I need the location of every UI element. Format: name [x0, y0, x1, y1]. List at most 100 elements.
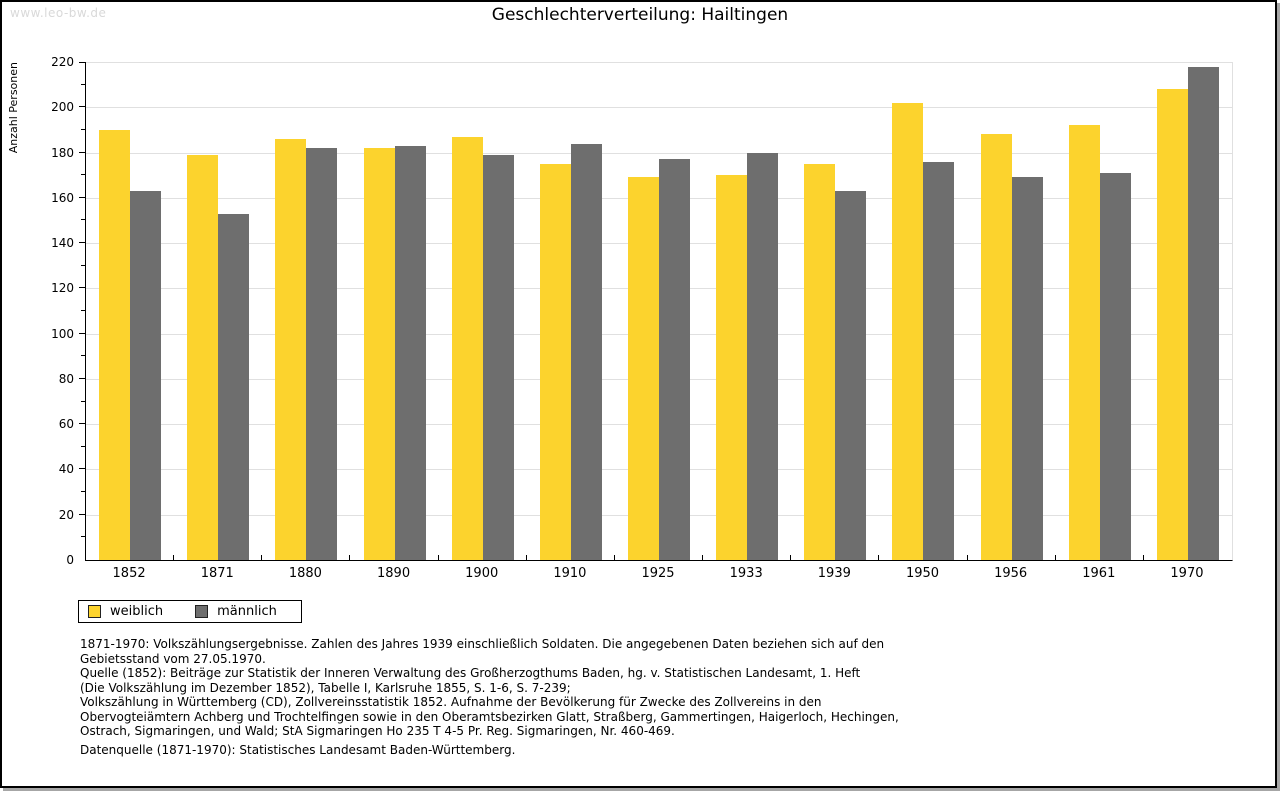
y-tick-label-20: 20 [58, 507, 74, 522]
y-minor-tick-130 [81, 264, 85, 266]
x-tick-label-1871: 1871 [200, 566, 234, 581]
bar-group-1950 [879, 62, 968, 560]
bar-maennlich-1970 [1187, 66, 1219, 560]
y-major-tick-80 [79, 377, 85, 379]
y-major-tick-160 [79, 196, 85, 198]
x-tick-1890 [437, 555, 439, 560]
y-major-tick-220 [79, 62, 85, 63]
x-tick-1880 [349, 555, 351, 560]
y-tick-label-140: 140 [51, 236, 74, 251]
y-major-tick-20 [79, 513, 85, 515]
x-tick-1939 [878, 555, 880, 560]
y-tick-label-80: 80 [58, 371, 74, 386]
x-tick-label-1925: 1925 [641, 566, 675, 581]
y-major-tick-200 [79, 106, 85, 108]
bar-group-1871 [174, 62, 263, 560]
bar-weiblich-1939 [804, 163, 836, 560]
x-tick-label-1933: 1933 [729, 566, 763, 581]
bar-weiblich-1925 [628, 177, 660, 560]
y-major-tick-100 [79, 332, 85, 334]
y-tick-label-0: 0 [66, 553, 74, 567]
legend-swatch-maennlich [195, 605, 209, 618]
bar-maennlich-1939 [835, 191, 867, 560]
x-tick-1956 [1054, 555, 1056, 560]
y-axis-title: Anzahl Personen [7, 62, 20, 154]
bar-maennlich-1900 [482, 154, 514, 560]
footnotes: 1871-1970: Volkszählungsergebnisse. Zahl… [80, 637, 899, 757]
bar-group-1890 [350, 62, 439, 560]
x-tick-1933 [790, 555, 792, 560]
bar-group-1939 [791, 62, 880, 560]
y-tick-label-120: 120 [51, 281, 74, 296]
y-tick-label-60: 60 [58, 417, 74, 432]
bar-maennlich-1880 [306, 148, 338, 560]
x-tick-1852 [173, 555, 175, 560]
x-tick-label-1939: 1939 [817, 566, 851, 581]
bar-group-1852 [86, 62, 175, 560]
source-line: Datenquelle (1871-1970): Statistisches L… [80, 742, 516, 757]
x-tick-1900 [525, 555, 527, 560]
legend: weiblich männlich [78, 600, 302, 623]
bar-weiblich-1950 [892, 102, 924, 560]
y-minor-tick-10 [81, 536, 85, 538]
y-tick-label-220: 220 [51, 55, 74, 69]
bar-group-1880 [262, 62, 351, 560]
footnote-line-2: Gebietsstand vom 27.05.1970. [80, 651, 266, 666]
y-major-tick-60 [79, 423, 85, 425]
bar-weiblich-1933 [716, 175, 748, 560]
bar-weiblich-1871 [187, 154, 219, 560]
x-tick-1871 [261, 555, 263, 560]
legend-item-maennlich: männlich [195, 604, 277, 619]
bar-weiblich-1956 [980, 134, 1012, 560]
x-tick-1961 [1142, 555, 1144, 560]
footnote-lines: 1871-1970: Volkszählungsergebnisse. Zahl… [80, 637, 899, 739]
footnote-line-1: 1871-1970: Volkszählungsergebnisse. Zahl… [80, 637, 885, 651]
x-tick-label-1900: 1900 [465, 566, 499, 581]
bar-maennlich-1925 [659, 159, 691, 560]
bar-maennlich-1956 [1011, 177, 1043, 560]
y-major-tick-40 [79, 468, 85, 470]
gridline-180 [86, 152, 1232, 154]
bar-maennlich-1961 [1099, 172, 1131, 560]
y-minor-tick-210 [81, 83, 85, 85]
bar-weiblich-1900 [451, 136, 483, 560]
y-minor-tick-150 [81, 219, 85, 221]
bar-maennlich-1950 [923, 161, 955, 560]
bar-weiblich-1910 [539, 163, 571, 560]
gridline-220 [86, 62, 1232, 63]
bar-maennlich-1910 [570, 143, 602, 560]
legend-swatch-weiblich [88, 605, 101, 618]
bar-weiblich-1880 [275, 138, 307, 560]
bar-maennlich-1890 [394, 145, 426, 560]
y-tick-label-200: 200 [51, 100, 74, 115]
bar-maennlich-1933 [747, 152, 779, 560]
footnote-line-6: Obervogteiämtern Achberg und Trochtelfin… [80, 709, 899, 724]
legend-label-weiblich: weiblich [110, 604, 164, 619]
x-tick-1925 [702, 555, 704, 560]
footnote-line-5: Volkszählung in Württemberg (CD), Zollve… [80, 695, 822, 709]
x-tick-label-1890: 1890 [377, 566, 411, 581]
x-tick-label-1852: 1852 [112, 566, 146, 581]
x-axis-tick-labels: 1852 1871 1880 1890 1900 1910 1925 1933 1939 1950… [85, 566, 1231, 581]
plot-area [85, 62, 1233, 561]
bar-weiblich-1961 [1068, 125, 1100, 560]
y-major-tick-180 [79, 151, 85, 153]
legend-item-weiblich: weiblich [88, 604, 163, 619]
footnote-line-3: Quelle (1852): Beiträge zur Statistik de… [80, 666, 861, 680]
x-tick-label-1910: 1910 [553, 566, 587, 581]
y-major-tick-120 [79, 287, 85, 289]
bar-group-1900 [439, 62, 527, 560]
bar-groups [86, 62, 1232, 560]
watermark: www.leo-bw.de [10, 6, 107, 20]
y-tick-label-40: 40 [58, 462, 74, 477]
bar-group-1933 [703, 62, 792, 560]
y-minor-tick-30 [81, 491, 85, 493]
x-tick-1910 [613, 555, 615, 560]
y-tick-label-100: 100 [51, 326, 74, 341]
chart-title: Geschlechterverteilung: Hailtingen [491, 5, 789, 25]
x-tick-label-1956: 1956 [994, 566, 1028, 581]
x-tick-label-1880: 1880 [288, 566, 322, 581]
bar-group-1910 [527, 62, 615, 560]
y-minor-tick-50 [81, 445, 85, 447]
